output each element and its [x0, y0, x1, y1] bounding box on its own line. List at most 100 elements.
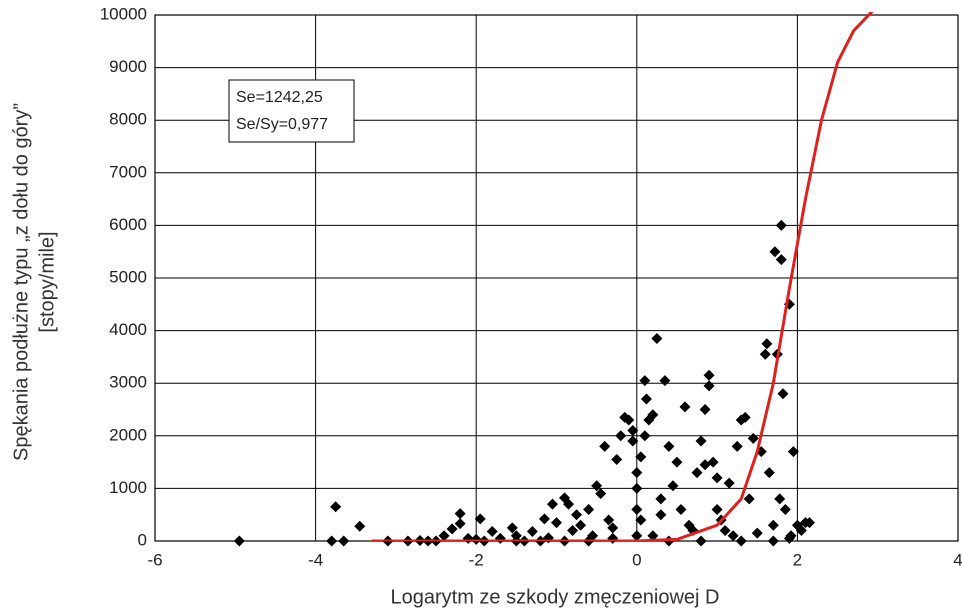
scatter-point	[763, 467, 775, 479]
scatter-point	[663, 440, 675, 452]
scatter-point	[338, 535, 350, 547]
scatter-point	[695, 535, 707, 547]
scatter-point	[494, 532, 506, 544]
x-tick-label: 4	[953, 550, 962, 569]
scatter-point	[783, 532, 795, 544]
scatter-point	[635, 514, 647, 526]
scatter-point	[603, 514, 615, 526]
scatter-point	[671, 456, 683, 468]
scatter-point	[695, 435, 707, 447]
scatter-point	[474, 513, 486, 525]
scatter-point	[627, 425, 639, 437]
scatter-point	[731, 440, 743, 452]
y-tick-label: 2000	[109, 425, 147, 444]
scatter-point	[651, 332, 663, 344]
scatter-point	[454, 508, 466, 520]
annotation-box	[228, 79, 355, 143]
scatter-point	[611, 453, 623, 465]
scatter-point	[711, 472, 723, 484]
scatter-point	[233, 535, 245, 547]
scatter-point	[538, 513, 550, 525]
scatter-point	[354, 520, 366, 532]
y-tick-label: 6000	[109, 215, 147, 234]
scatter-point	[571, 509, 583, 521]
scatter-point	[326, 535, 338, 547]
scatter-point	[546, 498, 558, 510]
scatter-point	[639, 430, 651, 442]
y-tick-label: 10000	[100, 4, 147, 23]
scatter-point	[723, 477, 735, 489]
scatter-point	[703, 369, 715, 381]
y-tick-label: 7000	[109, 162, 147, 181]
scatter-point	[563, 498, 575, 510]
scatter-point	[631, 482, 643, 494]
scatter-point	[777, 388, 789, 400]
scatter-point	[631, 503, 643, 515]
scatter-point	[599, 440, 611, 452]
x-tick-label: 2	[793, 550, 802, 569]
y-tick-label: 1000	[109, 478, 147, 497]
scatter-point	[691, 467, 703, 479]
scatter-point	[703, 380, 715, 392]
annotation: Se=1242,25	[236, 89, 323, 106]
scatter-point	[575, 519, 587, 531]
scatter-point	[635, 451, 647, 463]
scatter-point	[607, 522, 619, 534]
x-tick-label: -2	[469, 550, 484, 569]
scatter-point	[438, 530, 450, 542]
scatter-point	[795, 524, 807, 536]
scatter-point	[675, 503, 687, 515]
scatter-point	[615, 430, 627, 442]
scatter-point	[462, 532, 474, 544]
x-tick-label: -6	[147, 550, 162, 569]
scatter-point	[567, 524, 579, 536]
scatter-point	[761, 338, 773, 350]
scatter-point	[640, 393, 652, 405]
y-axis-label: Spękania podłużne typu „z dołu do góry”	[10, 103, 32, 461]
scatter-point	[775, 254, 787, 266]
scatter-point	[779, 503, 791, 515]
y-tick-label: 0	[138, 530, 147, 549]
scatter-point	[767, 519, 779, 531]
scatter-point	[679, 401, 691, 413]
x-axis-label: Logarytm ze szkody zmęczeniowej D	[390, 586, 719, 608]
scatter-point	[627, 435, 639, 447]
scatter-point	[659, 375, 671, 387]
scatter-point	[775, 219, 787, 231]
scatter-point	[486, 526, 498, 538]
y-tick-label: 5000	[109, 267, 147, 286]
scatter-point	[767, 535, 779, 547]
scatter-point	[506, 522, 518, 534]
y-axis-label: [stopy/mile]	[36, 231, 58, 332]
y-tick-label: 4000	[109, 320, 147, 339]
annotation: Se/Sy=0,977	[236, 116, 328, 133]
scatter-point	[739, 411, 751, 423]
y-tick-label: 8000	[109, 110, 147, 129]
scatter-point	[655, 509, 667, 521]
scatter-point	[631, 530, 643, 542]
x-tick-label: 0	[632, 550, 641, 569]
scatter-point	[711, 503, 723, 515]
scatter-point	[735, 535, 747, 547]
scatter-point	[631, 467, 643, 479]
scatter-point	[759, 348, 771, 360]
scatter-point	[751, 527, 763, 539]
scatter-point	[591, 480, 603, 492]
scatter-point	[699, 404, 711, 415]
scatter-point	[769, 246, 781, 258]
scatter-point	[707, 456, 719, 468]
scatter-point	[787, 446, 799, 458]
scatter-point	[747, 432, 759, 444]
fit-line	[371, 12, 874, 541]
scatter-point	[330, 501, 342, 513]
x-tick-label: -4	[308, 550, 323, 569]
scatter-point	[743, 493, 755, 505]
scatter-point	[803, 517, 815, 529]
scatter-point	[774, 493, 786, 505]
scatter-point	[727, 530, 739, 542]
scatter-point	[623, 414, 635, 426]
y-tick-label: 9000	[109, 57, 147, 76]
y-tick-label: 3000	[109, 373, 147, 392]
